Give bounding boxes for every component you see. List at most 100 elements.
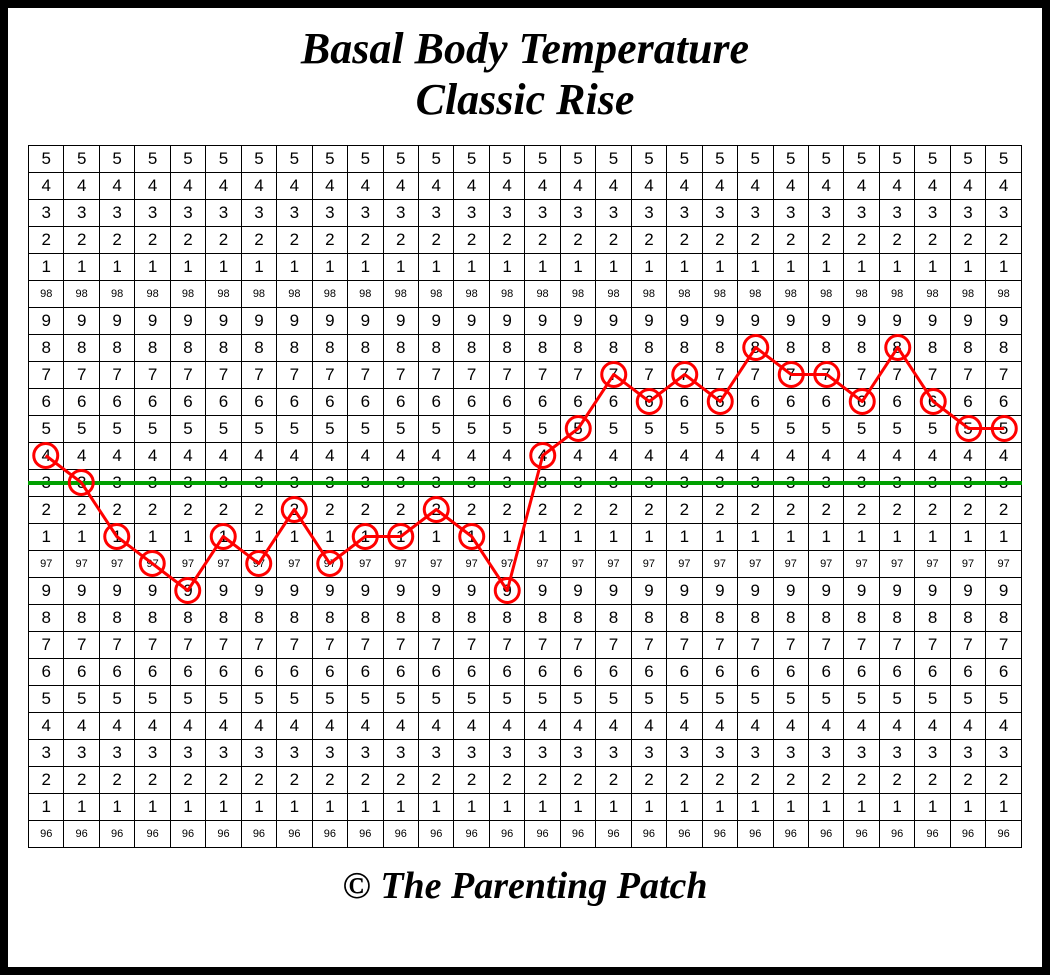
- grid-cell: 4: [348, 443, 383, 470]
- grid-cell: 3: [312, 740, 347, 767]
- grid-cell: 2: [596, 497, 631, 524]
- grid-cell: 2: [64, 767, 99, 794]
- grid-cell: 1: [312, 524, 347, 551]
- grid-cell: 7: [348, 362, 383, 389]
- grid-cell: 4: [596, 173, 631, 200]
- grid-cell: 98: [170, 281, 205, 308]
- grid-cell: 2: [99, 767, 134, 794]
- grid-cell: 7: [631, 632, 666, 659]
- grid-cell: 7: [738, 632, 773, 659]
- grid-cell: 4: [844, 443, 879, 470]
- grid-cell: 1: [702, 254, 737, 281]
- grid-cell: 3: [383, 740, 418, 767]
- grid-cell: 98: [29, 281, 64, 308]
- grid-cell: 96: [29, 821, 64, 848]
- grid-cell: 1: [844, 254, 879, 281]
- grid-cell: 1: [667, 794, 702, 821]
- grid-cell: 8: [631, 335, 666, 362]
- grid-cell: 4: [277, 713, 312, 740]
- grid-cell: 9: [915, 578, 950, 605]
- grid-cell: 2: [986, 767, 1022, 794]
- grid-cell: 97: [738, 551, 773, 578]
- grid-cell: 5: [64, 686, 99, 713]
- grid-cell: 6: [418, 659, 453, 686]
- grid-cell: 8: [170, 605, 205, 632]
- grid-cell: 96: [738, 821, 773, 848]
- grid-cell: 1: [277, 524, 312, 551]
- grid-cell: 5: [773, 686, 808, 713]
- grid-cell: 5: [312, 146, 347, 173]
- grid-cell: 1: [99, 254, 134, 281]
- grid-cell: 1: [383, 524, 418, 551]
- grid-cell: 8: [667, 605, 702, 632]
- grid-cell: 98: [950, 281, 985, 308]
- grid-cell: 7: [99, 362, 134, 389]
- grid-cell: 1: [206, 254, 241, 281]
- grid-cell: 5: [560, 416, 595, 443]
- grid-cell: 2: [454, 767, 489, 794]
- grid-cell: 6: [950, 389, 985, 416]
- grid-cell: 2: [773, 767, 808, 794]
- grid-cell: 97: [277, 551, 312, 578]
- grid-cell: 3: [915, 740, 950, 767]
- grid-cell: 7: [560, 362, 595, 389]
- grid-cell: 2: [560, 767, 595, 794]
- grid-cell: 1: [454, 794, 489, 821]
- grid-cell: 9: [64, 578, 99, 605]
- grid-cell: 2: [135, 767, 170, 794]
- grid-cell: 1: [879, 524, 914, 551]
- grid-cell: 1: [29, 254, 64, 281]
- grid-cell: 96: [135, 821, 170, 848]
- grid-cell: 4: [596, 713, 631, 740]
- grid-cell: 1: [525, 254, 560, 281]
- grid-cell: 6: [383, 389, 418, 416]
- grid-cell: 96: [879, 821, 914, 848]
- grid-cell: 5: [596, 416, 631, 443]
- grid-cell: 3: [950, 740, 985, 767]
- grid-cell: 6: [277, 659, 312, 686]
- grid-cell: 2: [525, 227, 560, 254]
- grid-cell: 8: [454, 335, 489, 362]
- grid-cell: 97: [135, 551, 170, 578]
- grid-cell: 5: [525, 686, 560, 713]
- grid-cell: 1: [348, 254, 383, 281]
- grid-cell: 8: [170, 335, 205, 362]
- grid-cell: 98: [277, 281, 312, 308]
- grid-cell: 6: [525, 389, 560, 416]
- grid-cell: 2: [773, 227, 808, 254]
- grid-cell: 1: [596, 254, 631, 281]
- grid-cell: 1: [525, 794, 560, 821]
- grid-cell: 3: [773, 200, 808, 227]
- grid-cell: 6: [99, 659, 134, 686]
- grid-cell: 2: [206, 767, 241, 794]
- grid-cell: 6: [879, 659, 914, 686]
- grid-cell: 3: [29, 740, 64, 767]
- grid-cell: 5: [667, 416, 702, 443]
- grid-cell: 96: [348, 821, 383, 848]
- grid-cell: 4: [348, 713, 383, 740]
- grid-cell: 6: [915, 659, 950, 686]
- grid-cell: 8: [525, 605, 560, 632]
- grid-cell: 3: [808, 740, 843, 767]
- grid-cell: 98: [206, 281, 241, 308]
- grid-cell: 1: [738, 524, 773, 551]
- grid-cell: 2: [844, 497, 879, 524]
- grid-cell: 3: [986, 740, 1022, 767]
- grid-cell: 7: [986, 362, 1022, 389]
- grid-cell: 3: [312, 200, 347, 227]
- grid-cell: 97: [986, 551, 1022, 578]
- grid-cell: 8: [560, 605, 595, 632]
- grid-cell: 4: [489, 713, 524, 740]
- grid-cell: 96: [454, 821, 489, 848]
- grid-cell: 5: [525, 146, 560, 173]
- grid-cell: 9: [64, 308, 99, 335]
- grid-cell: 4: [560, 443, 595, 470]
- grid-cell: 9: [844, 308, 879, 335]
- grid-cell: 5: [702, 416, 737, 443]
- grid-cell: 1: [950, 254, 985, 281]
- grid-cell: 9: [170, 308, 205, 335]
- grid-cell: 1: [383, 794, 418, 821]
- grid-cell: 8: [879, 605, 914, 632]
- grid-cell: 2: [879, 767, 914, 794]
- grid-cell: 5: [135, 146, 170, 173]
